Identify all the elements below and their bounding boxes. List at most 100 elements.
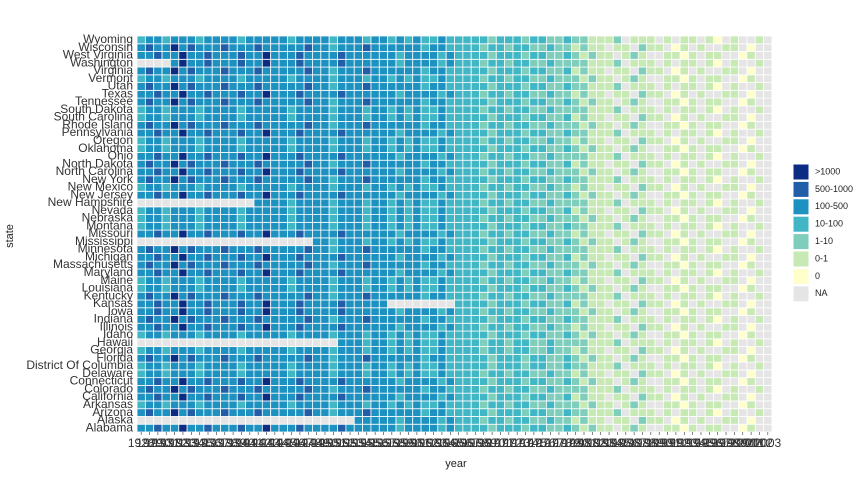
heatmap-cell [571,253,581,262]
heatmap-cell [387,416,397,425]
heatmap-cell [345,315,355,324]
heatmap-cell [746,89,756,99]
heatmap-cell [596,198,606,208]
heatmap-cell [671,377,681,386]
heatmap-cell [387,51,397,60]
heatmap-cell [178,291,188,301]
heatmap-cell [495,136,506,146]
heatmap-cell [378,315,389,324]
heatmap-cell [637,89,648,99]
heatmap-cell [704,190,714,200]
heatmap-cell [228,253,238,262]
heatmap-cell [713,159,723,169]
x-tick-label: 1994 [679,436,706,450]
heatmap-cell [236,89,247,99]
heatmap-cell [186,315,196,324]
heatmap-cell [562,416,572,425]
x-tick-label: 1933 [170,436,197,450]
heatmap-cell [395,423,405,433]
heatmap-cell [537,392,547,402]
heatmap-cell [445,121,455,130]
x-tick-label: 1946 [278,436,305,450]
heatmap-cell [445,291,455,301]
heatmap-cell [571,276,581,285]
heatmap-cell [537,369,547,379]
heatmap-cell [345,66,355,76]
heatmap-cell [462,353,472,363]
heatmap-cell [270,330,280,340]
heatmap-cell [403,198,414,208]
heatmap-cell [671,113,681,122]
heatmap-cell [621,253,631,262]
heatmap-cell [596,338,606,347]
heatmap-cell [170,66,180,76]
heatmap-cell [579,353,589,363]
heatmap-cell [654,121,664,130]
legend-label: 0-1 [815,253,828,263]
heatmap-cell [253,315,263,324]
heatmap-cell [136,89,146,99]
x-tick-label: 1943 [253,436,280,450]
heatmap-cell [303,245,313,254]
heatmap-cell [487,74,497,83]
heatmap-cell [454,175,464,184]
heatmap-cell [746,253,756,262]
heatmap-cell [612,369,623,379]
heatmap-cell [353,322,363,332]
heatmap-cell [462,66,472,76]
heatmap-cell [253,183,263,192]
heatmap-cell [721,416,731,425]
heatmap-cell [186,322,196,332]
heatmap-cell [203,260,213,270]
heatmap-cell [721,190,731,200]
heatmap-cell [153,346,163,355]
heatmap-cell [537,152,547,161]
heatmap-cell [353,353,363,363]
heatmap-cell [420,315,430,324]
heatmap-cell [562,400,572,410]
heatmap-cell [395,307,405,316]
heatmap-cell [713,423,723,433]
heatmap-cell [270,322,280,332]
heatmap-cell [362,260,372,270]
heatmap-cell [688,221,698,231]
heatmap-cell [378,408,389,417]
heatmap-cell [721,322,731,332]
heatmap-cell [320,183,330,192]
heatmap-cell [370,128,380,138]
heatmap-cell [328,152,338,161]
heatmap-cell [504,136,514,146]
heatmap-cell [504,353,514,363]
heatmap-cell [328,361,338,371]
heatmap-cell [462,89,472,99]
heatmap-cell [562,229,572,239]
heatmap-cell [170,214,180,223]
heatmap-cell [512,346,522,355]
heatmap-cell [353,307,363,316]
heatmap-cell [470,369,480,379]
heatmap-cell [228,346,238,355]
heatmap-cell [178,284,188,293]
heatmap-cell [729,276,739,285]
heatmap-cell [746,284,756,293]
heatmap-cell [554,307,564,316]
heatmap-cell [161,82,171,91]
heatmap-cell [303,353,313,363]
y-tick-label: Maryland [84,265,133,279]
heatmap-cell [353,144,363,153]
heatmap-cell [546,183,556,192]
heatmap-cell [245,43,255,52]
heatmap-cell [671,152,681,161]
heatmap-cell [520,260,531,270]
heatmap-cell [454,66,464,76]
heatmap-cell [136,167,146,177]
heatmap-cell [270,369,280,379]
heatmap-cell [136,361,146,371]
x-tick-label: 1993 [671,436,698,450]
heatmap-cell [537,361,547,371]
heatmap-cell [654,276,664,285]
heatmap-cell [637,291,648,301]
heatmap-cell [186,183,196,192]
heatmap-cell [387,268,397,278]
heatmap-cell [579,245,589,254]
